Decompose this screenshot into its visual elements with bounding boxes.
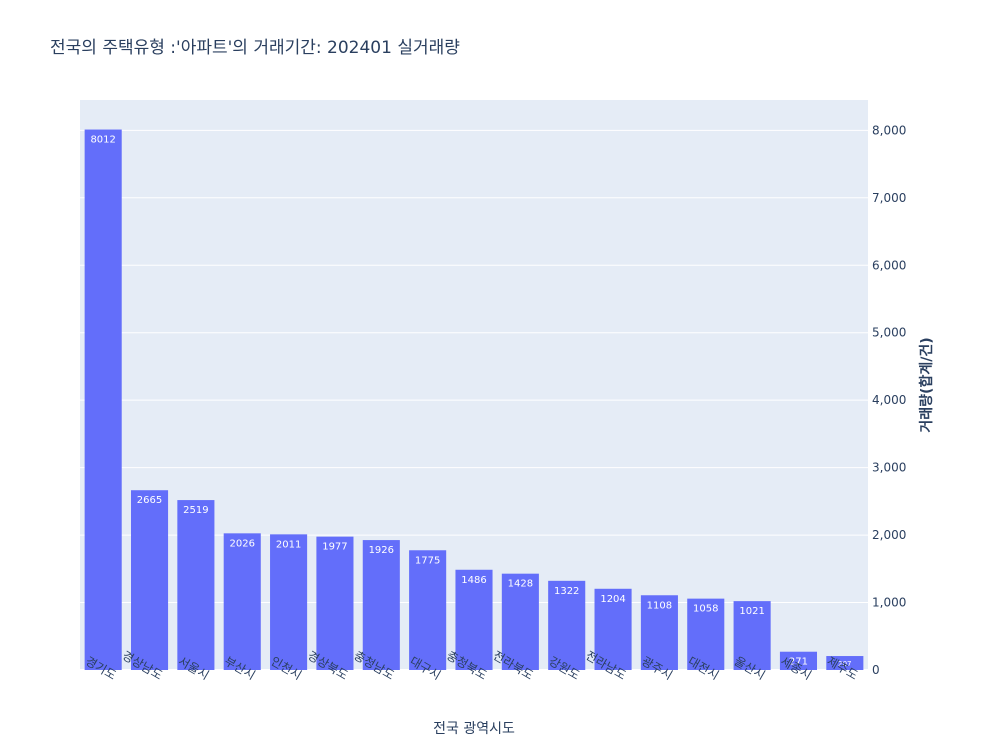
bar <box>826 656 864 670</box>
data-label: 2665 <box>137 495 162 506</box>
bar <box>84 129 122 671</box>
data-label: 8012 <box>90 135 115 146</box>
data-label: 1058 <box>693 604 718 615</box>
y-tick-label: 5,000 <box>872 326 906 340</box>
bar <box>455 569 493 670</box>
data-label: 1204 <box>600 594 625 605</box>
data-label: 1021 <box>739 606 764 617</box>
bar <box>362 540 400 670</box>
bar <box>594 588 632 670</box>
bar <box>779 651 818 670</box>
data-label: 2519 <box>183 505 208 516</box>
data-label: 1926 <box>369 545 394 556</box>
data-label: 1486 <box>461 575 486 586</box>
data-label: 271 <box>789 657 808 668</box>
y-tick-label: 6,000 <box>872 258 906 272</box>
chart-title: 전국의 주택유형 :'아파트'의 거래기간: 202401 실거래량 <box>50 38 460 58</box>
bar <box>501 573 539 670</box>
data-label: 1108 <box>647 600 672 611</box>
y-tick-label: 4,000 <box>872 393 906 407</box>
data-label: 207 <box>838 660 851 668</box>
bar <box>223 533 261 670</box>
bars: 8012 2665 2519 2026 2011 1977 1926 1775 1486 1428… <box>84 129 864 671</box>
data-label: 1322 <box>554 586 579 597</box>
y-tick-label: 3,000 <box>872 461 906 475</box>
bar <box>640 595 678 670</box>
y-tick-labels: 0 1,000 2,000 3,000 4,000 5,000 6,000 7,000 8,00… <box>872 123 906 677</box>
data-label: 1775 <box>415 555 440 566</box>
y-tick-label: 7,000 <box>872 191 906 205</box>
bar <box>548 580 586 670</box>
bar <box>177 500 215 670</box>
bar <box>316 536 354 670</box>
bar <box>130 490 169 670</box>
y-tick-label: 0 <box>872 663 880 677</box>
bar <box>409 550 447 670</box>
data-label: 1428 <box>508 579 533 590</box>
bar <box>733 601 771 670</box>
y-tick-label: 1,000 <box>872 596 906 610</box>
data-label: 2026 <box>230 538 255 549</box>
x-axis-title: 전국 광역시도 <box>433 721 515 737</box>
data-label: 2011 <box>276 539 301 550</box>
bar <box>270 534 308 670</box>
y-axis-title: 거래량(합계/건) <box>918 337 935 432</box>
bar <box>687 598 725 670</box>
y-tick-label: 2,000 <box>872 528 906 542</box>
y-tick-label: 8,000 <box>872 123 906 137</box>
data-label: 1977 <box>322 542 347 553</box>
